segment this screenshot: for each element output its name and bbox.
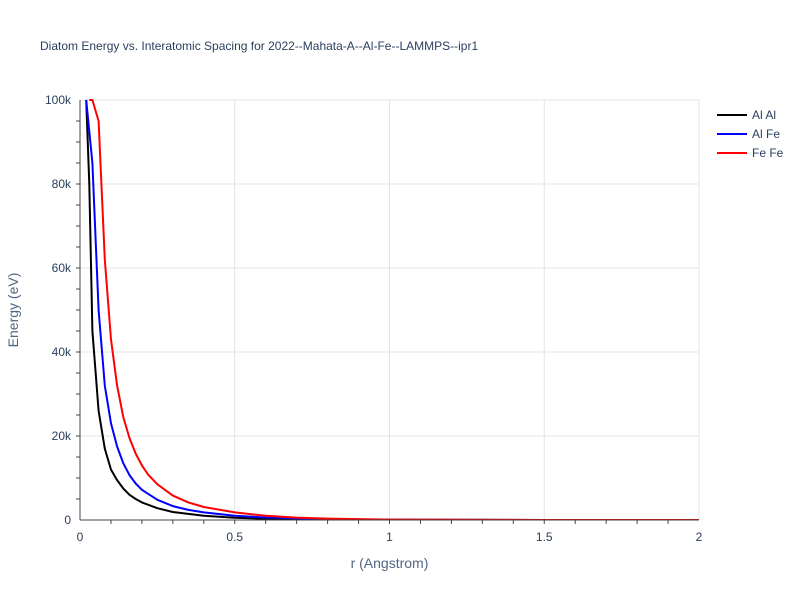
gridlines <box>80 99 700 520</box>
y-tick-label: 40k <box>52 345 72 359</box>
chart-title: Diatom Energy vs. Interatomic Spacing fo… <box>40 39 478 53</box>
legend-item-fe-fe[interactable]: Fe Fe <box>717 146 784 160</box>
y-tick-label: 0 <box>64 513 71 527</box>
x-tick-label: 0.5 <box>226 530 243 544</box>
legend-item-al-fe[interactable]: Al Fe <box>717 127 780 141</box>
legend-label: Al Al <box>752 108 776 122</box>
legend-item-al-al[interactable]: Al Al <box>717 108 776 122</box>
x-tick-label: 1 <box>386 530 393 544</box>
x-tick-label: 2 <box>696 530 703 544</box>
y-axis-title: Energy (eV) <box>5 273 21 348</box>
series-line-fe-fe <box>89 99 699 520</box>
series-line-al-fe <box>85 99 699 520</box>
legend: Al Al Al Fe Fe Fe <box>717 108 784 160</box>
x-tick-label: 0 <box>77 530 84 544</box>
legend-label: Fe Fe <box>752 146 784 160</box>
y-tick-label: 60k <box>52 261 72 275</box>
x-axis-title: r (Angstrom) <box>351 555 429 571</box>
y-tick-label: 20k <box>52 429 72 443</box>
plot-area <box>85 99 699 520</box>
axes: 0 0.5 1 1.5 2 0 20k 40k 60k 80k 100k <box>45 93 703 544</box>
y-tick-label: 100k <box>45 93 72 107</box>
legend-label: Al Fe <box>752 127 780 141</box>
series-line-al-al <box>85 99 699 520</box>
y-tick-label: 80k <box>52 177 72 191</box>
x-tick-label: 1.5 <box>536 530 553 544</box>
